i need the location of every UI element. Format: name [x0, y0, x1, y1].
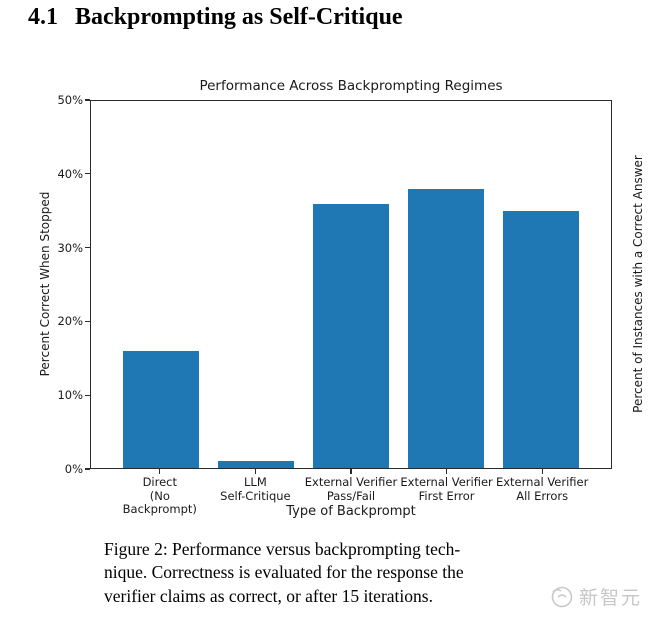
- watermark: 新智元: [549, 583, 642, 610]
- x-tick-marks: [90, 469, 612, 474]
- x-tick-label: LLM Self-Critique: [220, 475, 291, 503]
- bar: [503, 211, 580, 468]
- x-axis-label: Type of Backprompt: [286, 504, 416, 519]
- bars-container: [91, 101, 611, 468]
- x-tick-mark: [159, 469, 161, 474]
- x-tick-cell: [494, 469, 590, 474]
- bar-slot: [208, 101, 303, 468]
- y-tick-label: 20%: [57, 314, 83, 329]
- x-tick-label: External Verifier Pass/Fail: [304, 475, 398, 503]
- x-tick-label: External Verifier All Errors: [495, 475, 589, 503]
- y-tick-labels: 0% 10% 20% 30% 40% 50%: [0, 93, 83, 476]
- bar-slot: [399, 101, 494, 468]
- y-tick-label: 10%: [57, 388, 83, 403]
- y-tick-label: 30%: [57, 240, 83, 255]
- section-title: Backprompting as Self-Critique: [75, 4, 403, 30]
- bar-slot: [303, 101, 398, 468]
- section-number: 4.1: [28, 4, 58, 30]
- y-tick-mark: [85, 247, 90, 249]
- y-tick-marks: [85, 99, 90, 470]
- bar-slot: [113, 101, 208, 468]
- x-tick-cell: [399, 469, 495, 474]
- x-tick-cell: [208, 469, 304, 474]
- caption-line: nique. Correctness is evaluated for the …: [104, 562, 464, 583]
- caption-line: verifier claims as correct, or after 15 …: [104, 585, 433, 606]
- watermark-text: 新智元: [579, 587, 643, 609]
- x-tick-mark: [350, 469, 352, 474]
- bar: [312, 203, 390, 468]
- y-tick-label: 50%: [57, 93, 83, 107]
- x-tick-labels: Direct (No Backprompt) LLM Self-Critique E…: [90, 475, 612, 517]
- section-heading: 4.1 Backprompting as Self-Critique: [28, 4, 403, 31]
- x-tick-mark: [541, 469, 543, 474]
- y-tick-mark: [85, 320, 90, 322]
- y-tick-label: 0%: [64, 462, 83, 476]
- bar: [122, 350, 199, 468]
- y-tick-mark: [85, 99, 90, 101]
- bar: [408, 189, 485, 468]
- x-tick-label: Direct (No Backprompt): [122, 475, 197, 516]
- x-tick-label: External Verifier First Error: [400, 475, 493, 503]
- x-tick-cell: [112, 469, 208, 474]
- x-tick-cell: [303, 469, 399, 474]
- chart-title: Performance Across Backprompting Regimes: [199, 78, 503, 94]
- bar: [217, 460, 294, 468]
- caption-line: Figure 2: Performance versus backprompti…: [104, 539, 461, 559]
- bar-slot: [494, 101, 589, 468]
- y-axis-label-right: Percent of Instances with a Correct Answ…: [631, 155, 645, 413]
- figure-caption: Figure 2: Performance versus backprompti…: [104, 538, 554, 608]
- x-tick-mark: [254, 469, 256, 474]
- plot-area: [90, 100, 612, 469]
- x-tick-mark: [445, 469, 448, 474]
- y-tick-label: 40%: [57, 166, 83, 181]
- y-tick-mark: [85, 173, 90, 175]
- y-tick-mark: [85, 394, 90, 396]
- xinzhiyuan-logo-icon: [549, 584, 574, 609]
- y-tick-mark: [85, 468, 90, 470]
